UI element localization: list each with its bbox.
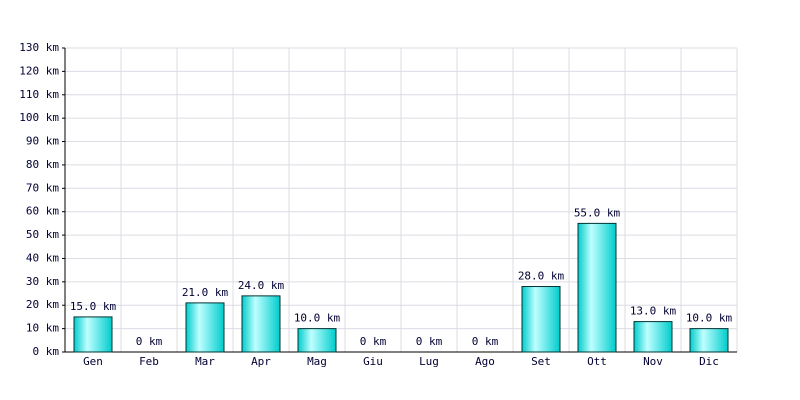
x-tick-label: Set bbox=[531, 355, 551, 368]
y-tick-label: 130 km bbox=[19, 41, 59, 54]
y-tick-label: 60 km bbox=[26, 205, 59, 218]
value-label: 21.0 km bbox=[182, 286, 229, 299]
value-label: 28.0 km bbox=[518, 270, 565, 283]
bar bbox=[633, 321, 673, 353]
x-tick-label: Ago bbox=[475, 355, 495, 368]
bar bbox=[73, 316, 113, 353]
x-tick-label: Lug bbox=[419, 355, 439, 368]
bar bbox=[689, 328, 729, 353]
y-tick-label: 90 km bbox=[26, 135, 59, 148]
value-label: 55.0 km bbox=[574, 206, 621, 219]
bar bbox=[577, 222, 617, 353]
value-label: 13.0 km bbox=[630, 305, 677, 318]
value-label: 0 km bbox=[136, 335, 163, 348]
value-label: 0 km bbox=[416, 335, 443, 348]
x-tick-label: Nov bbox=[643, 355, 663, 368]
y-tick-label: 10 km bbox=[26, 322, 59, 335]
bar bbox=[521, 286, 561, 353]
x-tick-label: Mag bbox=[307, 355, 327, 368]
value-label: 10.0 km bbox=[686, 312, 733, 325]
x-tick-label: Giu bbox=[363, 355, 383, 368]
x-tick-label: Gen bbox=[83, 355, 103, 368]
y-tick-label: 100 km bbox=[19, 111, 59, 124]
x-tick-label: Feb bbox=[139, 355, 159, 368]
value-label: 24.0 km bbox=[238, 279, 285, 292]
y-tick-label: 80 km bbox=[26, 158, 59, 171]
y-tick-label: 0 km bbox=[33, 345, 60, 358]
y-tick-label: 110 km bbox=[19, 88, 59, 101]
x-tick-label: Apr bbox=[251, 355, 271, 368]
bar bbox=[297, 328, 337, 353]
y-tick-label: 40 km bbox=[26, 251, 59, 264]
y-tick-label: 70 km bbox=[26, 181, 59, 194]
y-tick-label: 50 km bbox=[26, 228, 59, 241]
y-tick-label: 120 km bbox=[19, 64, 59, 77]
y-tick-label: 20 km bbox=[26, 298, 59, 311]
x-tick-label: Mar bbox=[195, 355, 215, 368]
value-label: 15.0 km bbox=[70, 300, 117, 313]
value-label: 0 km bbox=[472, 335, 499, 348]
x-tick-label: Ott bbox=[587, 355, 607, 368]
value-label: 10.0 km bbox=[294, 312, 341, 325]
bar bbox=[185, 302, 225, 353]
value-label: 0 km bbox=[360, 335, 387, 348]
x-tick-label: Dic bbox=[699, 355, 719, 368]
y-tick-label: 30 km bbox=[26, 275, 59, 288]
bar bbox=[241, 295, 281, 353]
